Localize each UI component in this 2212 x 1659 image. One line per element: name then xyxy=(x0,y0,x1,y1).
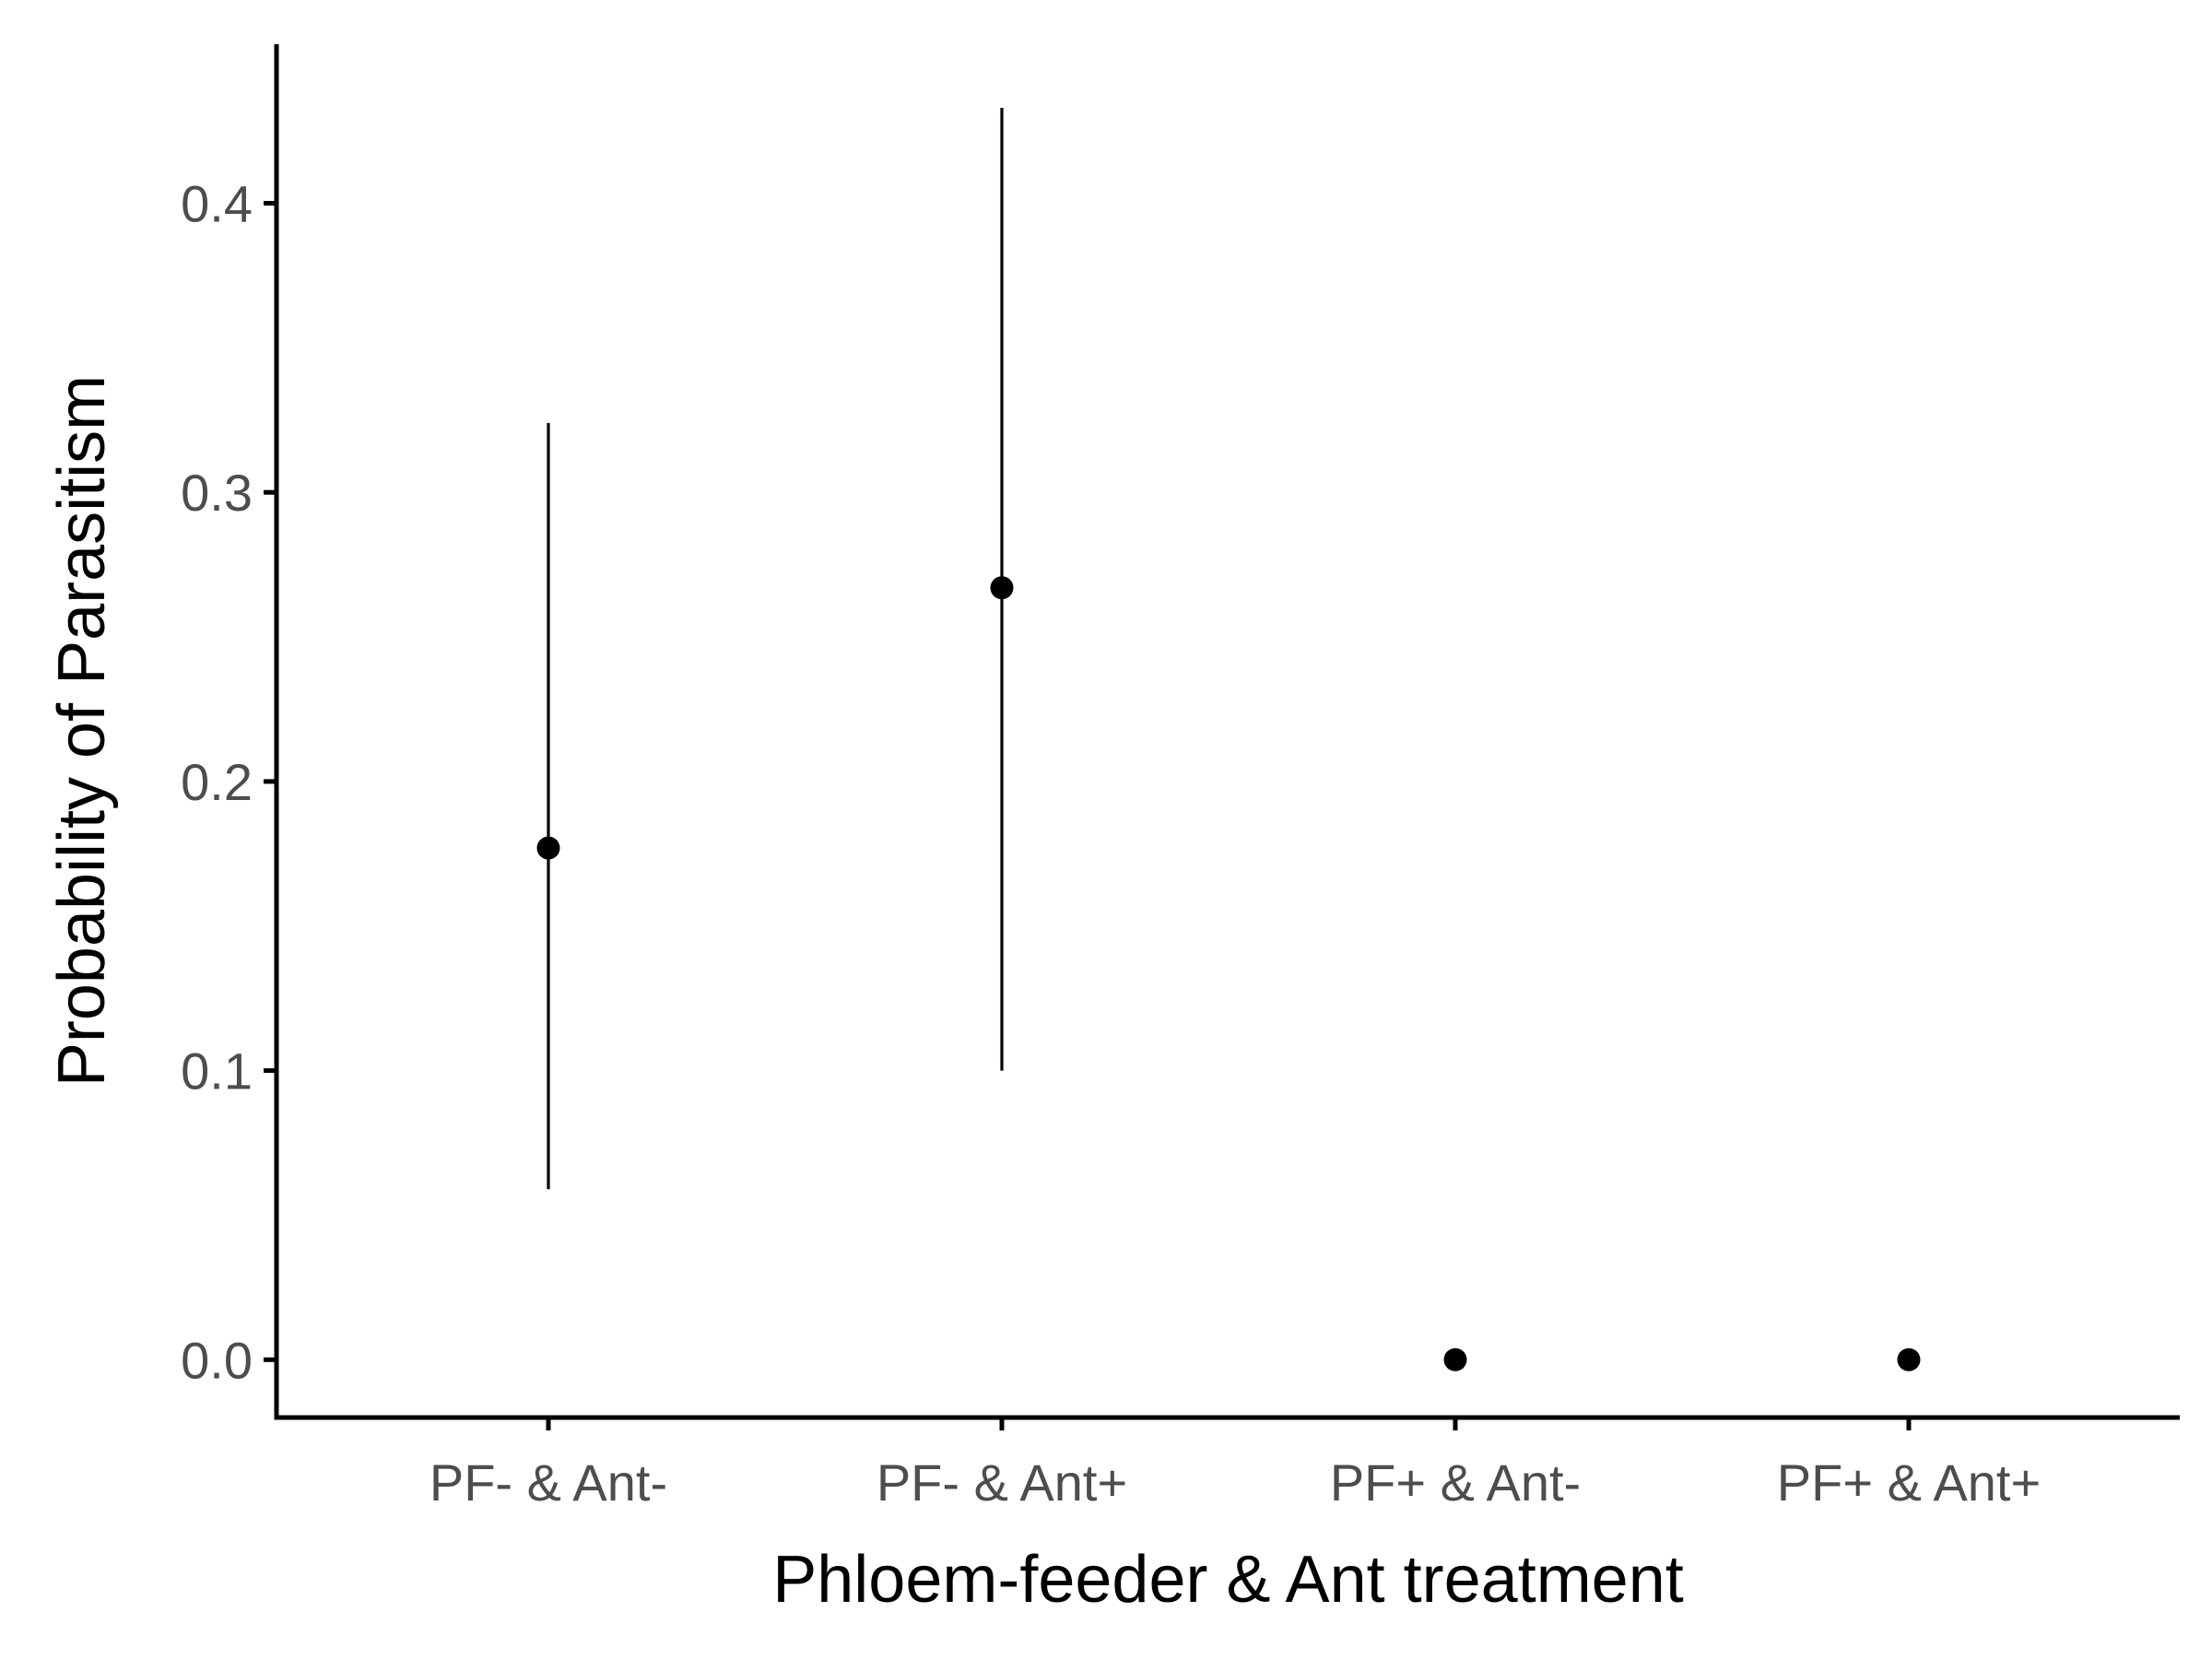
x-tick-label: PF- & Ant- xyxy=(429,1453,667,1512)
data-point xyxy=(1897,1347,1921,1371)
y-axis-ticks: 0.0 0.1 0.2 0.3 0.4 xyxy=(181,175,276,1389)
y-tick-label: 0.2 xyxy=(181,753,253,811)
x-tick-label: PF+ & Ant+ xyxy=(1777,1453,2041,1512)
x-tick-label: PF- & Ant+ xyxy=(877,1453,1127,1512)
data-point xyxy=(990,576,1014,600)
x-axis-ticks: PF- & Ant- PF- & Ant+ PF+ & Ant- PF+ & Ant+ xyxy=(429,1418,2041,1512)
y-axis-title: Probability of Parasitism xyxy=(45,375,119,1087)
x-tick-label: PF+ & Ant- xyxy=(1330,1453,1581,1512)
y-tick-label: 0.3 xyxy=(181,464,253,522)
data-point xyxy=(536,836,560,860)
data-point xyxy=(1443,1347,1467,1371)
y-tick-label: 0.1 xyxy=(181,1042,253,1100)
plot-marks xyxy=(536,108,1921,1371)
y-tick-label: 0.0 xyxy=(181,1331,253,1389)
x-axis-title: Phloem-feeder & Ant treatment xyxy=(772,1543,1684,1617)
y-tick-label: 0.4 xyxy=(181,175,253,233)
